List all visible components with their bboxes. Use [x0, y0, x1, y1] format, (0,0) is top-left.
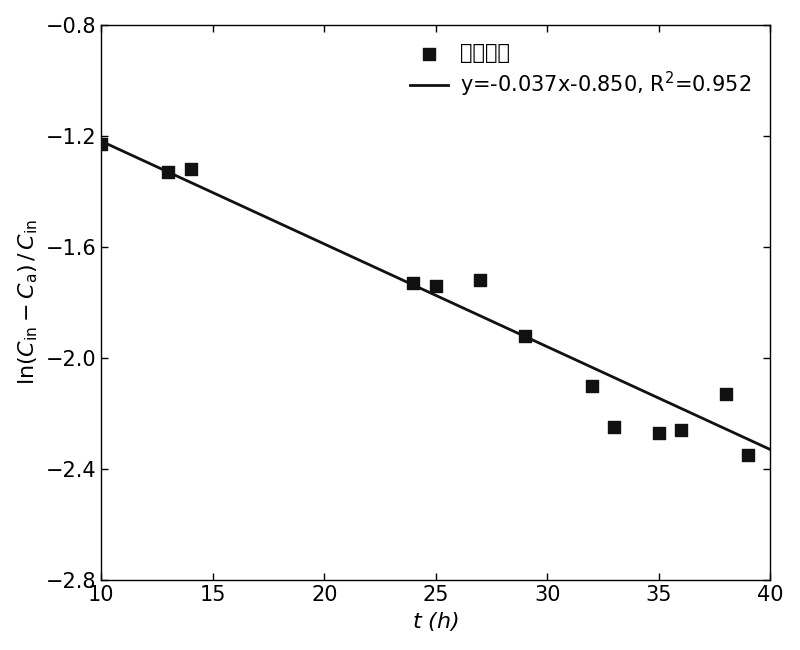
Point [430, 280, 442, 291]
Point [407, 278, 420, 288]
Point [184, 164, 197, 174]
Point [95, 139, 108, 150]
Point [474, 275, 486, 285]
Point [162, 166, 174, 177]
Point [608, 422, 621, 432]
Point [674, 425, 687, 436]
Point [719, 389, 732, 399]
Point [652, 428, 665, 438]
Point [518, 330, 531, 341]
Y-axis label: $\mathrm{ln}(C_{\mathrm{in}}-C_{\mathrm{a}})\,/\,C_{\mathrm{in}}$: $\mathrm{ln}(C_{\mathrm{in}}-C_{\mathrm{… [17, 219, 40, 385]
Point [742, 450, 754, 460]
X-axis label: $\it{t}$ (h): $\it{t}$ (h) [412, 610, 459, 633]
Legend: 实验数据, y=-0.037x-0.850, R$^2$=0.952: 实验数据, y=-0.037x-0.850, R$^2$=0.952 [402, 35, 760, 107]
Point [586, 380, 598, 391]
